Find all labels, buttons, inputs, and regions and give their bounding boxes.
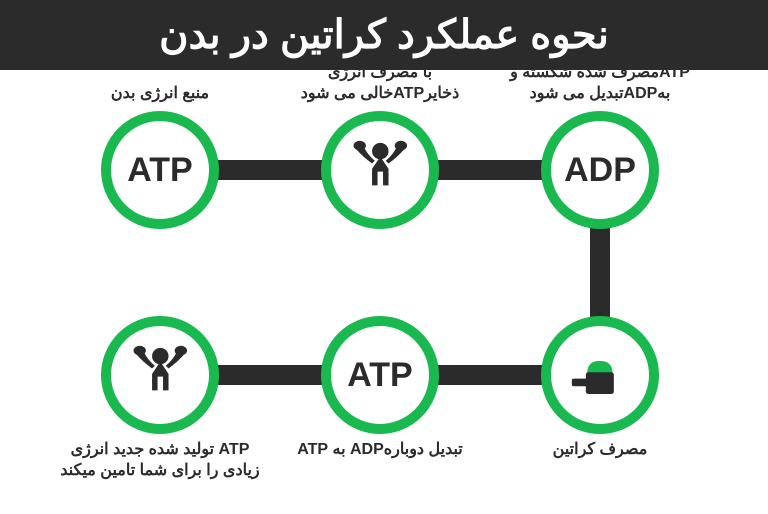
node-scoop (541, 316, 659, 434)
label-muscle1: با مصرف انرژی ذخایرATPخالی می شود (280, 63, 480, 105)
node-text: ATP (347, 356, 412, 395)
node-text: ATP (127, 151, 192, 190)
header-title: نحوه عملکرد کراتین در بدن (159, 12, 609, 58)
scoop-icon (568, 343, 632, 407)
muscle-icon (346, 136, 415, 205)
label-atp1: منبع انرژی بدن (60, 84, 260, 105)
node-atp1: ATP (101, 111, 219, 229)
label-adp: ATPمصرف شده شکسته و بهADPتبدیل می شود (500, 63, 700, 105)
node-text: ADP (564, 151, 636, 190)
node-adp: ADP (541, 111, 659, 229)
node-muscle1 (321, 111, 439, 229)
node-atp2: ATP (321, 316, 439, 434)
node-muscle2 (101, 316, 219, 434)
muscle-icon (126, 341, 195, 410)
label-scoop: مصرف کراتین (500, 440, 700, 461)
diagram-area: ATPمنبع انرژی بدن با مصرف انرژی ذخایرATP… (0, 70, 768, 514)
header-bar: نحوه عملکرد کراتین در بدن (0, 0, 768, 70)
label-atp2: تبدیل دوبارهADP به ATP (280, 440, 480, 461)
label-muscle2: ATP تولید شده جدید انرژی زیادی را برای ش… (60, 440, 260, 482)
